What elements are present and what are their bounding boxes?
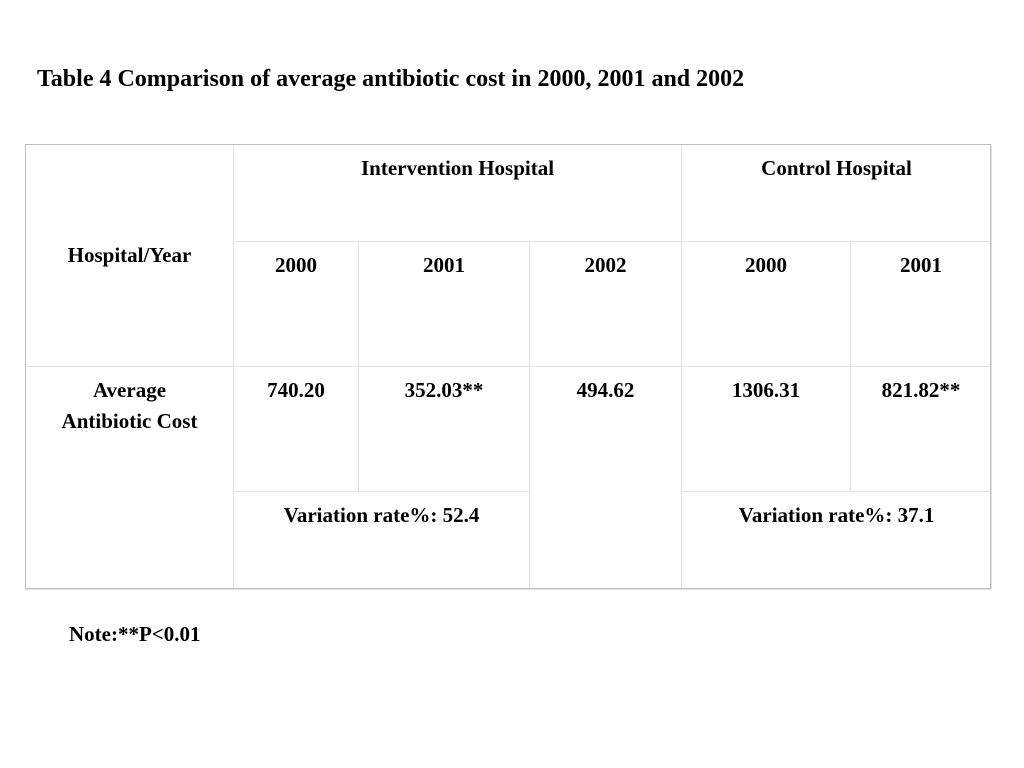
comparison-table-container: Hospital/Year Intervention Hospital Cont… (25, 144, 993, 590)
row-label-average-antibiotic-cost: Average Antibiotic Cost (25, 366, 234, 590)
header-row-groups: Hospital/Year Intervention Hospital Cont… (25, 144, 993, 367)
year-header-control-2001: 2001 (850, 241, 993, 367)
value-intervention-2000: 740.20 (233, 366, 359, 492)
group-header-intervention: Intervention Hospital (232, 144, 683, 242)
variation-row: Variation rate%: 52.4 Variation rate%: 3… (26, 491, 993, 590)
value-control-2000: 1306.31 (681, 366, 852, 492)
year-header-intervention-2000: 2000 (233, 241, 359, 367)
table-title: Table 4 Comparison of average antibiotic… (37, 66, 745, 92)
variation-rate-control: Variation rate%: 37.1 (681, 491, 993, 590)
values-row: Average Antibiotic Cost 740.20 352.03** … (25, 366, 993, 590)
value-intervention-2001: 352.03** (358, 366, 530, 492)
value-control-2001: 821.82** (850, 366, 993, 492)
comparison-table: Hospital/Year Intervention Hospital Cont… (25, 144, 993, 590)
year-header-intervention-2001: 2001 (358, 241, 530, 367)
corner-header-cell: Hospital/Year (25, 144, 234, 367)
year-header-control-2000: 2000 (681, 241, 852, 367)
year-header-intervention-2002: 2002 (528, 241, 683, 367)
significance-note: Note:**P<0.01 (69, 622, 201, 646)
group-header-control: Control Hospital (681, 144, 993, 242)
value-intervention-2002: 494.62 (528, 366, 683, 590)
variation-rate-intervention: Variation rate%: 52.4 (233, 491, 530, 590)
